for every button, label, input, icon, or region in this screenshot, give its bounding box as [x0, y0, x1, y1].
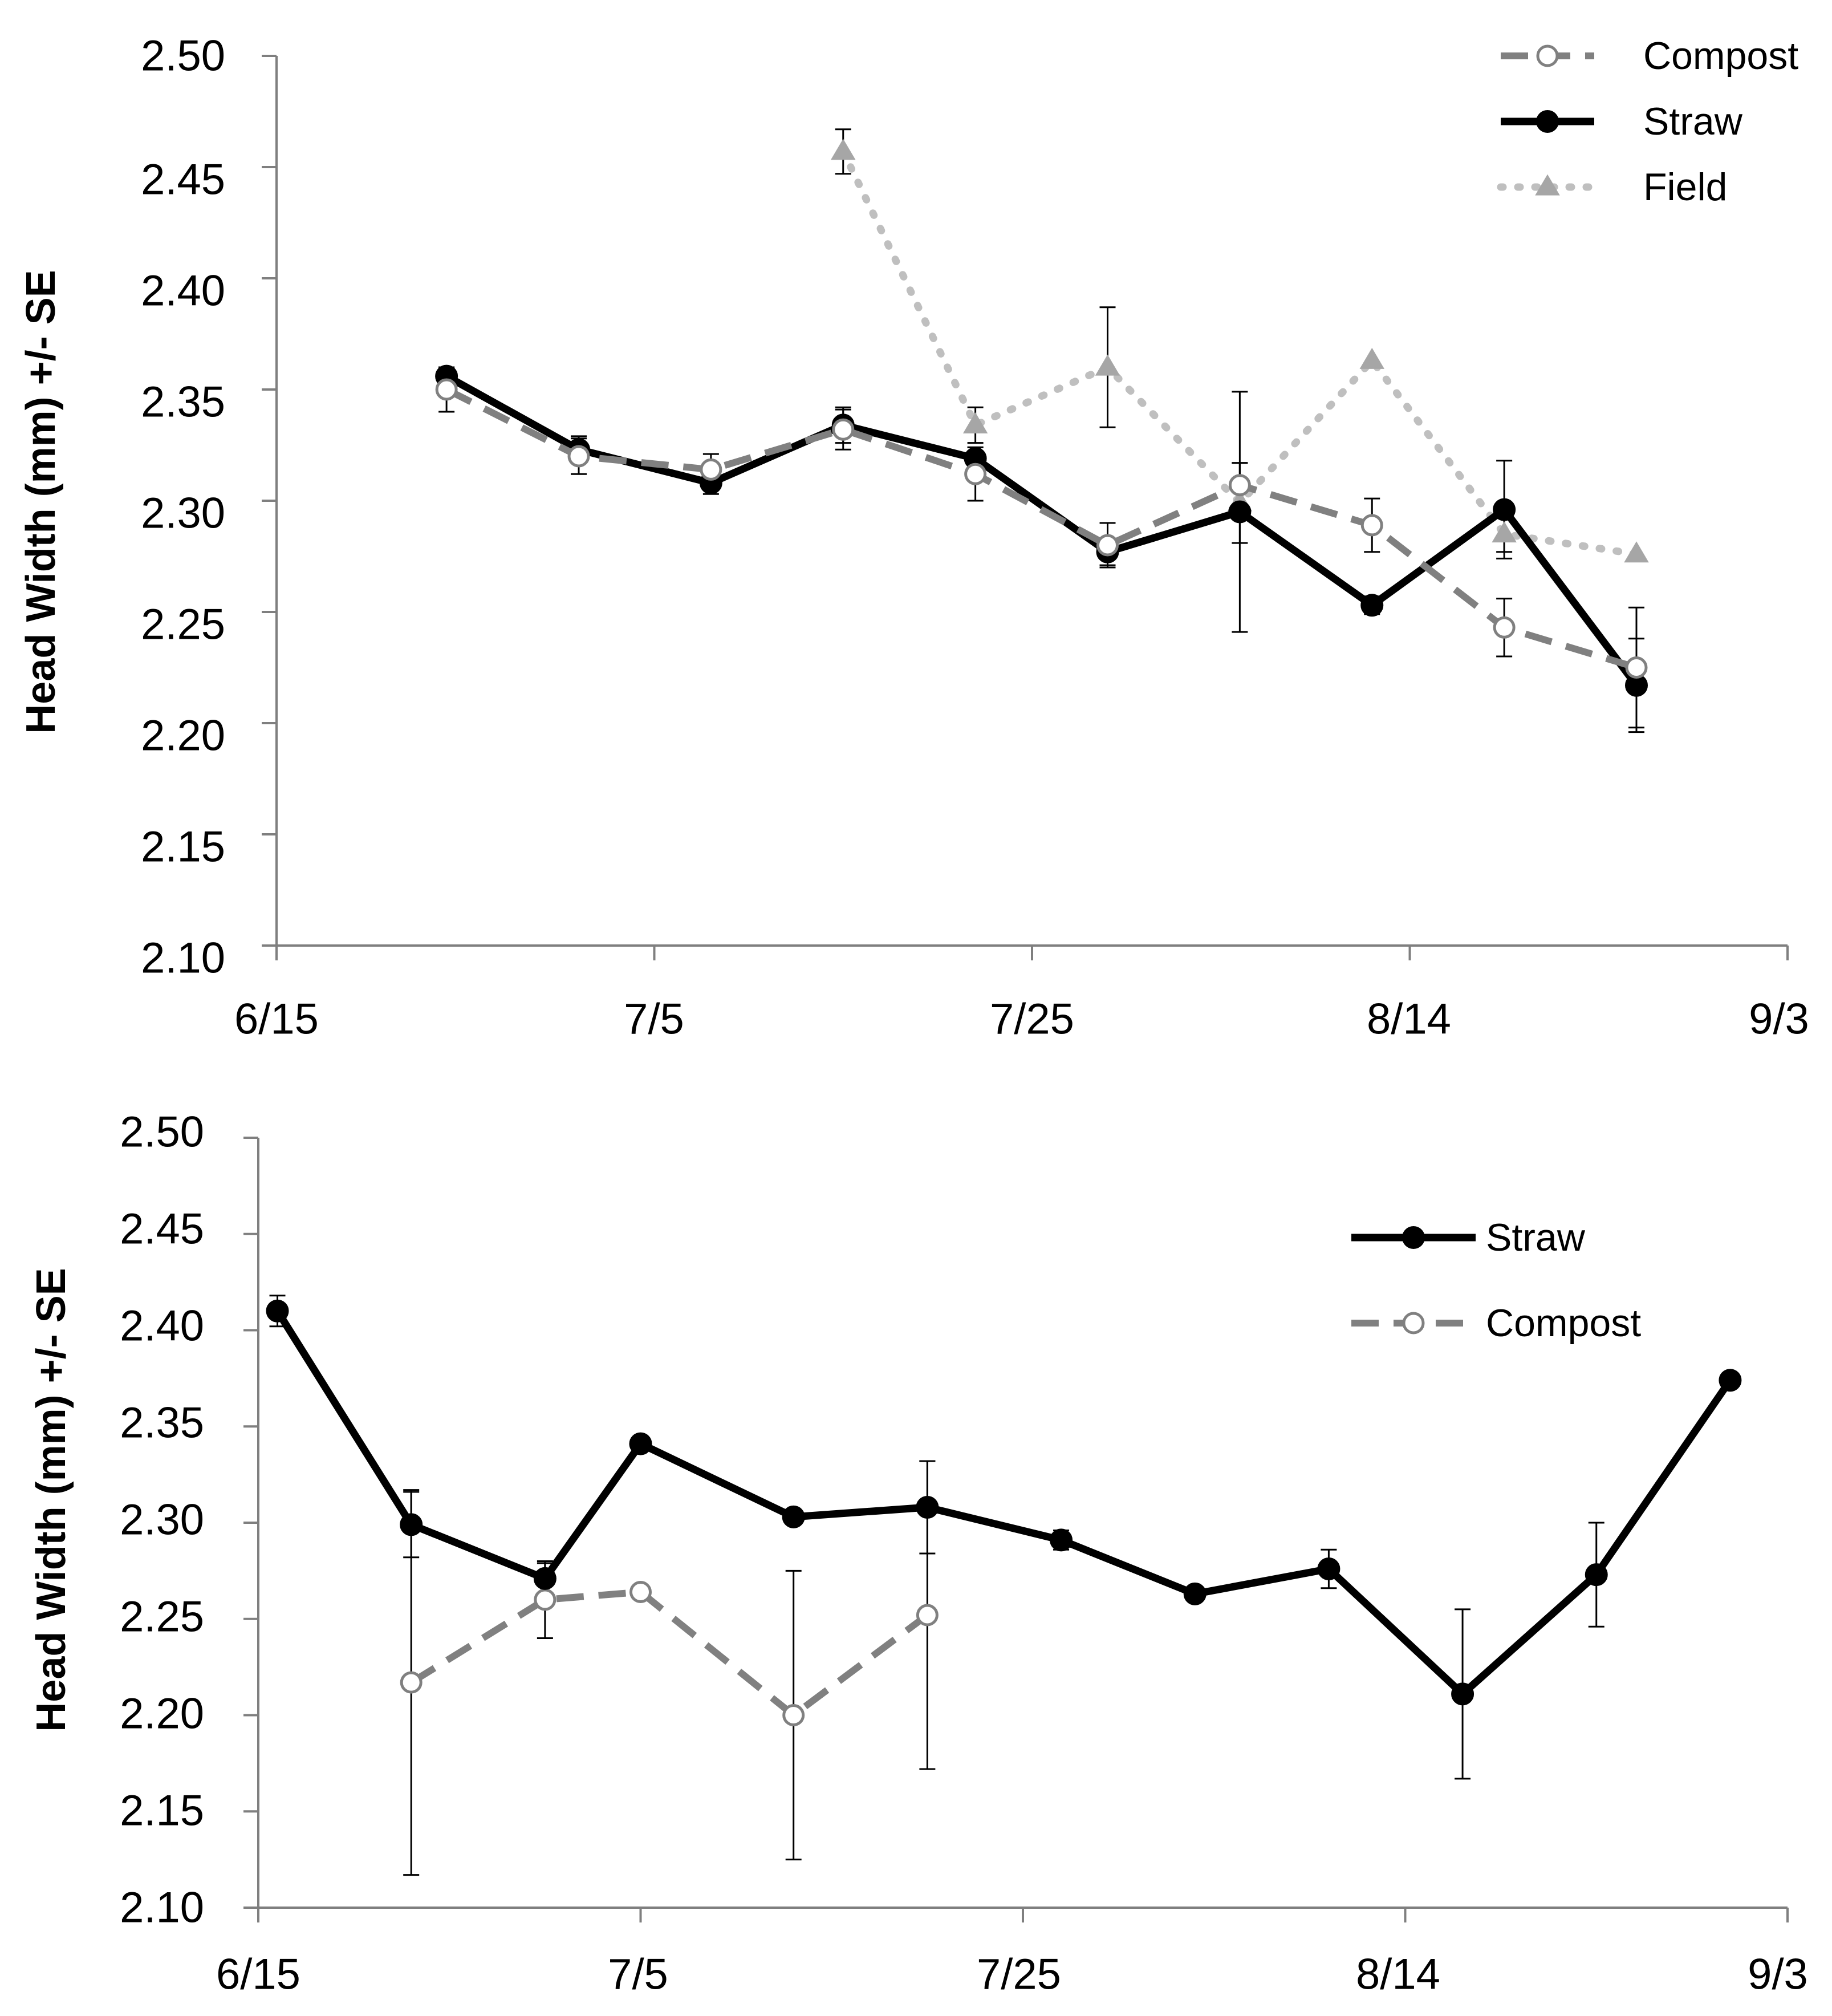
- compost-point: [1360, 514, 1383, 537]
- compost-point: [1228, 474, 1251, 497]
- x-tick-label: 6/15: [216, 1950, 300, 1999]
- compost-point: [782, 1704, 805, 1726]
- x-tick-label: 8/14: [1367, 995, 1451, 1044]
- y-tick-label: 2.25: [120, 1593, 204, 1641]
- straw-point: [266, 1299, 289, 1323]
- legend-marker-straw: [1536, 110, 1559, 133]
- legend-label-field: Field: [1643, 165, 1727, 209]
- field-point: [962, 412, 988, 433]
- y-tick-label: 2.40: [141, 267, 225, 315]
- field-point: [1624, 541, 1649, 563]
- compost-point: [700, 458, 722, 481]
- y-axis-title: Head Width (mm) +/- SE: [29, 1268, 74, 1731]
- straw-point: [1228, 500, 1252, 524]
- panel-top-y-tick-labels: 2.10 2.15 2.20 2.25 2.30 2.35 2.40 2.45 …: [141, 32, 225, 983]
- compost-point: [567, 445, 590, 468]
- legend-marker-compost: [1402, 1312, 1425, 1334]
- straw-point: [916, 1496, 939, 1519]
- field-point: [1095, 354, 1120, 376]
- straw-series-line: [274, 1309, 1733, 1698]
- x-tick-label: 8/14: [1356, 1950, 1440, 1999]
- compost-point: [629, 1581, 652, 1603]
- straw-point: [533, 1567, 556, 1590]
- field-point: [1359, 347, 1384, 369]
- legend-label-straw: Straw: [1643, 100, 1743, 143]
- compost-point: [832, 418, 855, 441]
- straw-point: [1360, 594, 1384, 617]
- straw-point: [1317, 1557, 1341, 1580]
- straw-point: [1451, 1682, 1474, 1706]
- panel-top-plot-area: Compost Straw Field: [262, 34, 1798, 960]
- straw-point: [1719, 1369, 1742, 1392]
- legend-label-straw: Straw: [1486, 1216, 1586, 1259]
- compost-point: [1096, 534, 1119, 557]
- legend-marker-straw: [1402, 1226, 1425, 1249]
- x-tick-label: 7/5: [608, 1950, 668, 1999]
- x-tick-label: 6/15: [234, 995, 319, 1044]
- y-axis-title: Head Width (mm) +/- SE: [18, 270, 64, 733]
- straw-point: [1183, 1582, 1207, 1605]
- legend-marker-compost: [1536, 44, 1559, 67]
- y-tick-label: 2.30: [120, 1496, 204, 1544]
- y-tick-label: 2.45: [141, 156, 225, 204]
- straw-point: [400, 1513, 423, 1536]
- x-tick-label: 9/3: [1749, 995, 1809, 1044]
- compost-point: [435, 378, 458, 401]
- y-tick-label: 2.10: [120, 1884, 204, 1932]
- y-tick-label: 2.15: [120, 1787, 204, 1835]
- legend: Compost Straw Field: [1497, 34, 1798, 209]
- y-tick-label: 2.30: [141, 489, 225, 538]
- y-tick-label: 2.20: [141, 712, 225, 760]
- compost-series-line: [445, 386, 1638, 671]
- legend: Straw Compost: [1351, 1216, 1641, 1345]
- y-tick-label: 2.15: [141, 823, 225, 871]
- compost-point: [1625, 656, 1648, 679]
- compost-point: [916, 1604, 939, 1626]
- y-tick-label: 2.50: [141, 32, 225, 80]
- y-tick-label: 2.20: [120, 1690, 204, 1738]
- x-tick-label: 7/25: [977, 1950, 1061, 1999]
- y-tick-label: 2.10: [141, 934, 225, 983]
- y-tick-label: 2.35: [141, 378, 225, 427]
- straw-point: [1050, 1528, 1073, 1552]
- panel-bottom-x-tick-labels: 6/15 7/5 7/25 8/14 9/3: [216, 1950, 1808, 1999]
- compost-point: [1493, 616, 1516, 639]
- compost-point: [964, 463, 987, 485]
- y-tick-label: 2.45: [120, 1205, 204, 1254]
- panel-bottom-y-tick-labels: 2.10 2.15 2.20 2.25 2.30 2.35 2.40 2.45 …: [120, 1108, 204, 1932]
- legend-marker-field: [1535, 174, 1560, 196]
- legend-label-compost: Compost: [1486, 1301, 1641, 1345]
- y-tick-label: 2.35: [120, 1399, 204, 1447]
- straw-point: [782, 1505, 805, 1528]
- x-tick-label: 7/5: [624, 995, 684, 1044]
- compost-point: [400, 1671, 423, 1694]
- x-tick-label: 9/3: [1748, 1950, 1808, 1999]
- y-tick-label: 2.50: [120, 1108, 204, 1157]
- straw-point: [629, 1432, 652, 1455]
- panel-bottom-plot-area: Straw Compost: [243, 1137, 1789, 1922]
- field-point: [831, 139, 856, 160]
- x-tick-label: 7/25: [990, 995, 1074, 1044]
- y-tick-label: 2.25: [141, 601, 225, 649]
- straw-point: [1493, 498, 1516, 521]
- compost-point: [534, 1588, 556, 1611]
- y-tick-label: 2.40: [120, 1302, 204, 1350]
- legend-label-compost: Compost: [1643, 34, 1798, 78]
- straw-point: [1585, 1563, 1608, 1587]
- panel-top: 2.10 2.15 2.20 2.25 2.30 2.35 2.40 2.45 …: [18, 32, 1809, 1044]
- panel-bottom: 2.10 2.15 2.20 2.25 2.30 2.35 2.40 2.45 …: [29, 1108, 1808, 1999]
- panel-top-x-tick-labels: 6/15 7/5 7/25 8/14 9/3: [234, 995, 1809, 1044]
- field-point: [1492, 521, 1517, 543]
